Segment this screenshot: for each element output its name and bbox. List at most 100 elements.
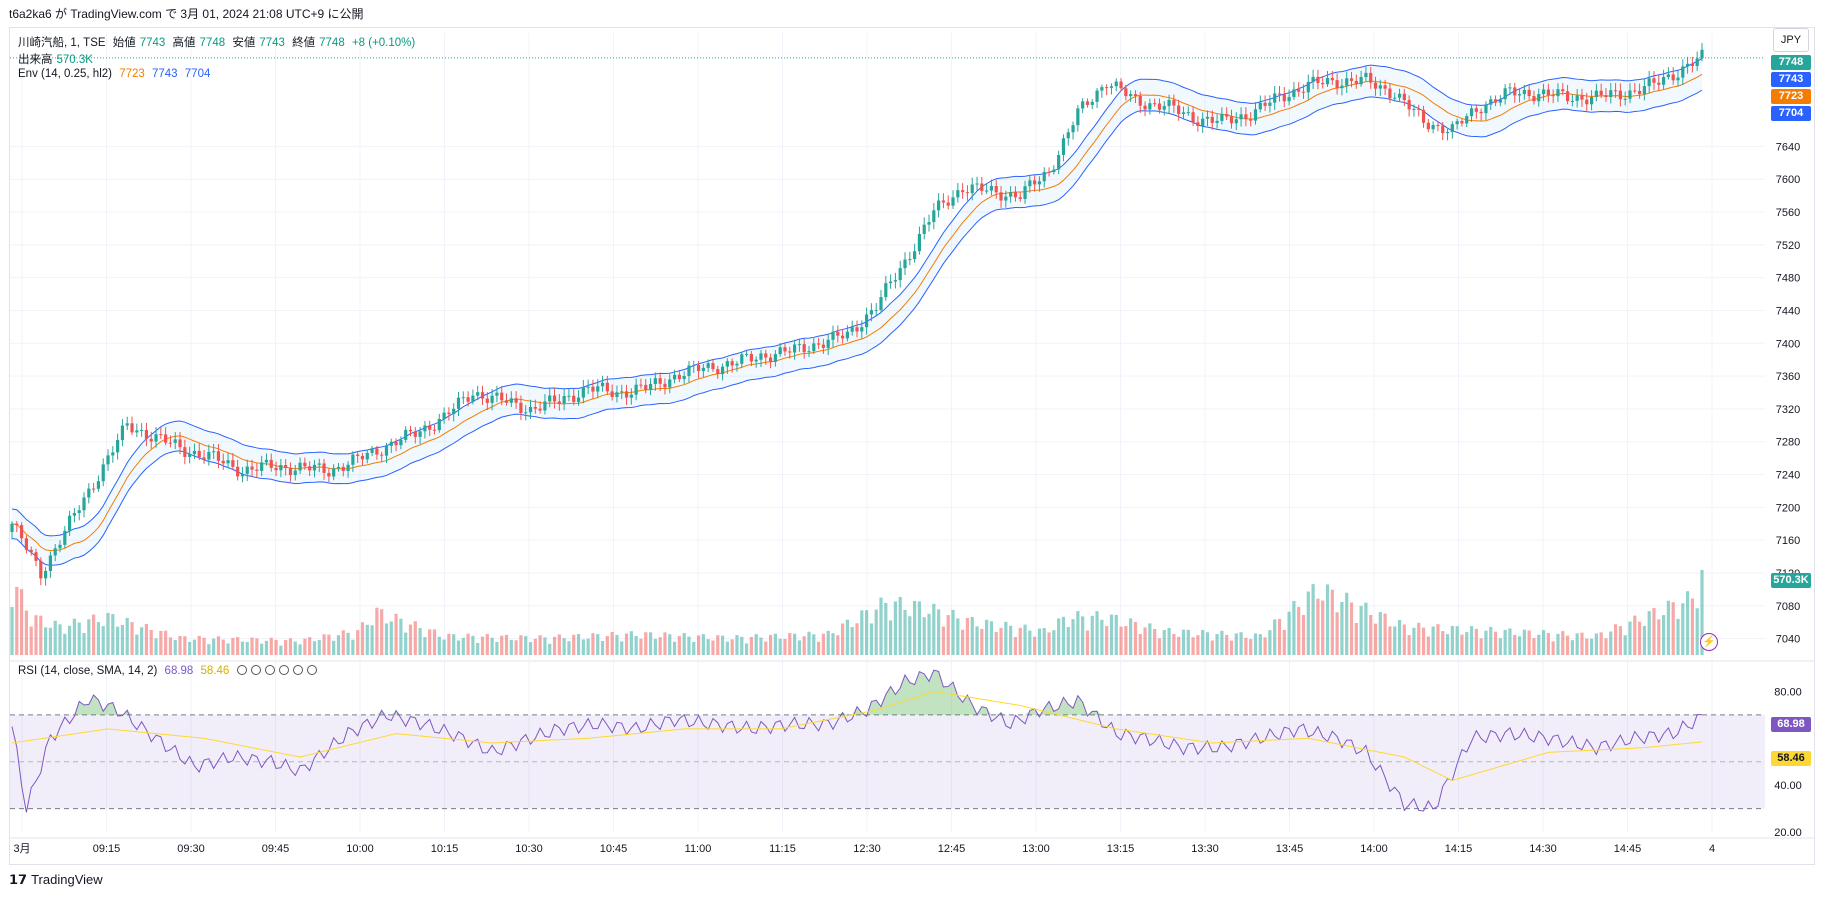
volume-bar <box>188 641 192 655</box>
candle-body <box>1594 90 1598 97</box>
candle-body <box>788 351 792 353</box>
candle-body <box>1412 108 1416 110</box>
candle-body <box>1695 58 1699 67</box>
volume-bar <box>135 634 139 655</box>
candle-body <box>1297 89 1301 92</box>
volume-bar <box>1388 626 1392 655</box>
time-tick-label: 14:00 <box>1360 843 1388 855</box>
candle-body <box>1493 99 1498 103</box>
candle-body <box>48 555 53 571</box>
candle-body <box>44 570 48 579</box>
volume-bar <box>53 620 57 655</box>
volume-bar <box>1657 619 1661 655</box>
volume-bar <box>706 639 710 655</box>
candle-body <box>298 462 302 471</box>
volume-bar <box>1210 640 1214 655</box>
candle-body <box>250 466 254 470</box>
volume-bar <box>1561 631 1565 655</box>
candle-body <box>231 460 235 467</box>
candle-body <box>221 460 225 464</box>
volume-bar <box>1431 626 1435 655</box>
publish-line: t6a2ka6 が TradingView.com で 3月 01, 2024 … <box>9 7 364 21</box>
candle-body <box>389 441 393 446</box>
volume-bar <box>1253 633 1258 655</box>
volume-bar <box>1695 608 1699 655</box>
volume-bar <box>937 609 941 655</box>
candle-body <box>1474 108 1478 112</box>
candle-body <box>552 395 557 402</box>
volume-bar <box>562 638 566 655</box>
candle-body <box>692 364 696 366</box>
volume-bar <box>1220 630 1224 655</box>
volume-bar <box>327 634 331 655</box>
volume-bar <box>274 639 278 655</box>
volume-bar <box>68 625 72 655</box>
volume-bar <box>692 642 696 655</box>
volume-bar <box>1018 627 1022 655</box>
candle-body <box>908 259 912 261</box>
volume-bar <box>1345 592 1349 655</box>
volume-bar <box>999 627 1003 655</box>
volume-bar <box>221 639 225 655</box>
volume-bar <box>77 622 81 655</box>
candle-body <box>279 465 283 471</box>
candle-body <box>308 466 312 471</box>
volume-bar <box>423 637 427 655</box>
volume-bar <box>1316 598 1320 655</box>
candle-body <box>840 335 845 339</box>
currency-button[interactable]: JPY <box>1773 28 1809 52</box>
time-tick-label: 09:45 <box>262 843 290 855</box>
candle-body <box>985 190 989 192</box>
volume-bar <box>96 622 101 655</box>
env-up-tag: 7743 <box>1771 72 1811 87</box>
candle-body <box>1436 124 1440 126</box>
volume-bar <box>44 627 48 655</box>
candle-body <box>260 462 264 471</box>
volume-bar <box>519 635 523 655</box>
volume-bar <box>1585 638 1589 655</box>
candle-body <box>322 463 326 473</box>
lightning-icon[interactable]: ⚡ <box>1700 633 1718 651</box>
candle-body <box>1671 74 1675 81</box>
volume-bar <box>336 635 341 655</box>
candle-body <box>495 392 499 396</box>
candle-body <box>164 434 168 443</box>
time-tick-label: 13:15 <box>1107 843 1135 855</box>
volume-bar <box>917 601 922 655</box>
candle-body <box>610 391 614 397</box>
candle-body <box>1229 116 1234 124</box>
candle-body <box>533 406 537 409</box>
price-tick-label: 7640 <box>1776 141 1800 153</box>
candle-body <box>1191 112 1195 123</box>
candle-body <box>1253 109 1258 121</box>
candle-body <box>740 354 744 364</box>
candle-body <box>1637 90 1642 95</box>
volume-bar <box>701 634 705 655</box>
candle-body <box>596 386 600 392</box>
volume-bar <box>125 617 129 655</box>
volume-bar <box>1349 602 1354 655</box>
candle-body <box>1273 93 1277 103</box>
candle-body <box>591 386 595 392</box>
volume-bar <box>101 626 105 655</box>
volume-bar <box>797 640 801 655</box>
volume-bar <box>1153 628 1157 655</box>
candle-body <box>370 448 374 453</box>
candle-body <box>24 538 29 550</box>
volume-bar <box>1162 630 1166 655</box>
volume-bar <box>197 635 201 655</box>
volume-bar <box>1532 638 1536 655</box>
volume-bar <box>116 626 120 655</box>
candle-body <box>1167 99 1171 107</box>
candle-body <box>1215 120 1219 123</box>
rsi-tick-label: 20.00 <box>1774 827 1802 839</box>
volume-bar <box>82 632 86 655</box>
candle-body <box>706 363 710 368</box>
candle-body <box>1277 93 1282 95</box>
volume-bar <box>1397 620 1402 655</box>
volume-bar <box>452 634 456 655</box>
high-label: 高値 <box>172 37 196 49</box>
volume-bar <box>1138 633 1142 655</box>
candle-body <box>87 488 91 498</box>
